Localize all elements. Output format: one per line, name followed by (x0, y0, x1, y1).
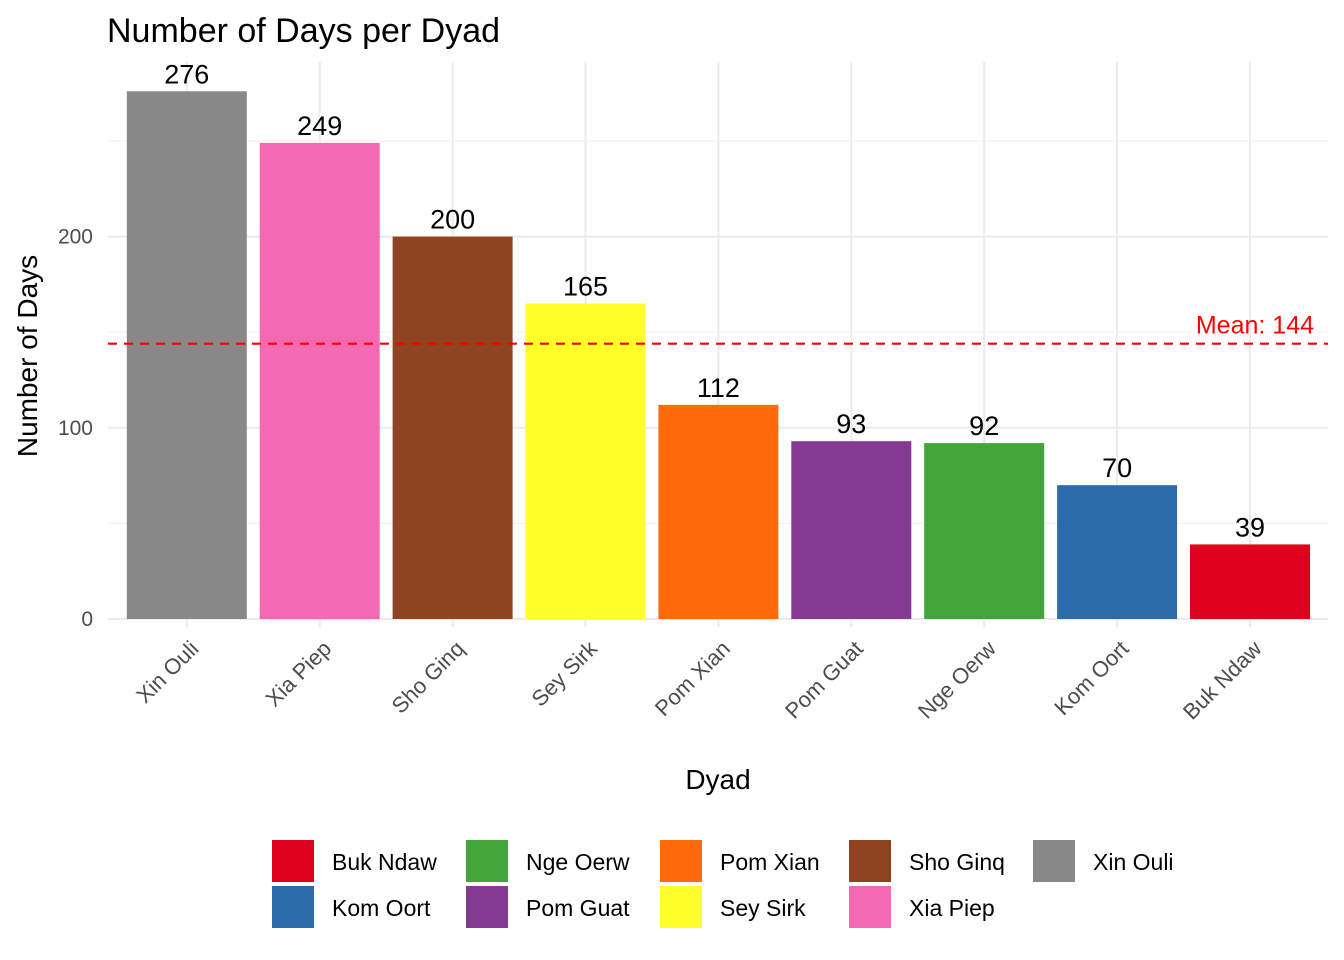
legend-label: Buk Ndaw (332, 849, 437, 875)
x-tick-label: Pom Xian (650, 636, 735, 721)
bar (1190, 544, 1310, 619)
legend-label: Nge Oerw (526, 849, 630, 875)
legend-swatch (1033, 840, 1075, 882)
data-label: 70 (1102, 453, 1132, 483)
bar (791, 441, 912, 619)
x-tick-label: Nge Oerw (913, 636, 1001, 724)
y-tick-label: 100 (58, 417, 93, 440)
legend-swatch (272, 886, 314, 928)
legend-swatch (849, 840, 891, 882)
x-tick-label: Xia Piep (261, 636, 337, 712)
mean-label: Mean: 144 (1196, 312, 1314, 340)
x-tick-label: Xin Ouli (131, 636, 203, 708)
data-label: 39 (1235, 512, 1265, 542)
data-label: 93 (836, 409, 866, 439)
x-tick-label: Sey Sirk (526, 635, 602, 711)
bar (1057, 485, 1178, 619)
x-tick-label: Pom Guat (780, 636, 868, 724)
data-label: 276 (164, 59, 209, 89)
mean-line-group: Mean: 144 (108, 312, 1328, 345)
chart-title: Number of Days per Dyad (107, 12, 500, 50)
legend-label: Xin Ouli (1093, 849, 1174, 875)
legend: Buk Ndaw Kom Oort Nge Oerw Pom Guat Pom Xian… (272, 840, 1174, 928)
legend-label: Sho Ginq (909, 849, 1005, 875)
legend-label: Pom Guat (526, 895, 630, 921)
data-label: 200 (430, 205, 475, 235)
y-tick-label: 200 (58, 226, 93, 249)
data-label: 249 (297, 111, 342, 141)
legend-swatch (466, 886, 508, 928)
x-axis-ticks: Xin Ouli Xia Piep Sho Ginq Sey Sirk Pom Xian… (131, 635, 1266, 724)
x-tick-label: Buk Ndaw (1178, 636, 1267, 725)
bar (924, 443, 1045, 619)
bar (392, 236, 513, 619)
legend-swatch (466, 840, 508, 882)
data-label: 112 (697, 373, 740, 403)
bar (658, 404, 779, 619)
y-tick-label: 0 (81, 608, 93, 631)
legend-label: Pom Xian (720, 849, 820, 875)
x-tick-label: Sho Ginq (387, 636, 470, 719)
x-axis-title: Dyad (685, 764, 750, 795)
x-tick-label: Kom Oort (1049, 636, 1133, 720)
legend-swatch (272, 840, 314, 882)
bar (259, 142, 380, 620)
legend-swatch (660, 886, 702, 928)
bars (126, 91, 1310, 620)
y-axis-title: Number of Days (12, 255, 43, 457)
bar (126, 91, 247, 619)
legend-label: Sey Sirk (720, 895, 806, 921)
bar (525, 303, 646, 619)
y-axis-ticks: 0 100 200 (58, 226, 93, 631)
data-label: 165 (563, 272, 608, 302)
legend-swatch (660, 840, 702, 882)
legend-label: Kom Oort (332, 895, 431, 921)
legend-label: Xia Piep (909, 895, 995, 921)
legend-swatch (849, 886, 891, 928)
data-labels: 276 249 200 165 112 93 92 70 39 (164, 59, 1265, 542)
data-label: 92 (969, 411, 999, 441)
